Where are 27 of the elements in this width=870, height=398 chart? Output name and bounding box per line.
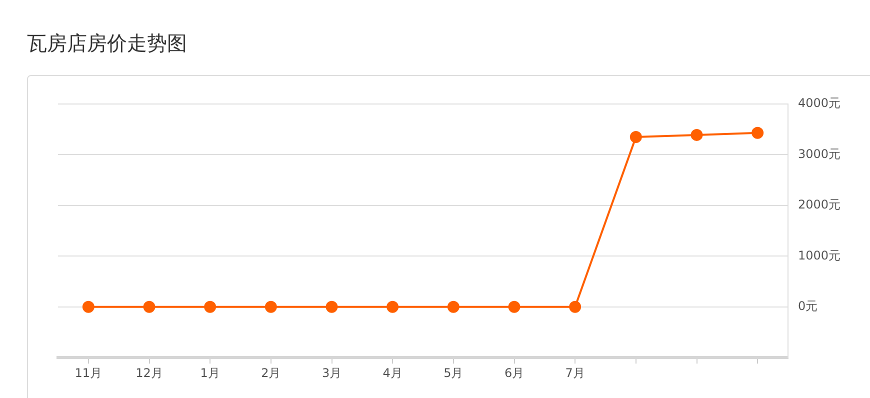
x-tick-label: 7月 bbox=[565, 366, 585, 380]
point bbox=[569, 300, 582, 313]
point bbox=[143, 300, 156, 313]
chart-title: 瓦房店房价走势图 bbox=[27, 30, 187, 57]
point bbox=[508, 300, 520, 313]
x-tick-label: 2月 bbox=[261, 366, 281, 380]
y-tick-label: 0元 bbox=[798, 299, 818, 314]
x-tick-label: 3月 bbox=[322, 366, 342, 380]
y-tick-label: 2000元 bbox=[798, 198, 841, 212]
y-tick-label: 1000元 bbox=[798, 248, 841, 262]
point bbox=[690, 128, 703, 141]
x-tick-label: 4月 bbox=[382, 366, 402, 380]
x-tick-label: 1月 bbox=[200, 366, 220, 380]
point bbox=[752, 126, 764, 139]
point bbox=[630, 130, 642, 143]
x-tick-label: 5月 bbox=[444, 366, 464, 380]
point bbox=[447, 300, 460, 313]
point bbox=[82, 300, 94, 313]
y-tick-label: 3000元 bbox=[798, 146, 841, 161]
point bbox=[386, 300, 399, 313]
point bbox=[264, 300, 277, 313]
x-tick-label: 6月 bbox=[504, 366, 524, 380]
x-tick-label: 11月 bbox=[74, 366, 102, 380]
point bbox=[326, 300, 338, 313]
x-tick-label: 12月 bbox=[136, 366, 163, 380]
y-tick-label: 4000元 bbox=[798, 96, 841, 110]
point bbox=[204, 300, 216, 313]
